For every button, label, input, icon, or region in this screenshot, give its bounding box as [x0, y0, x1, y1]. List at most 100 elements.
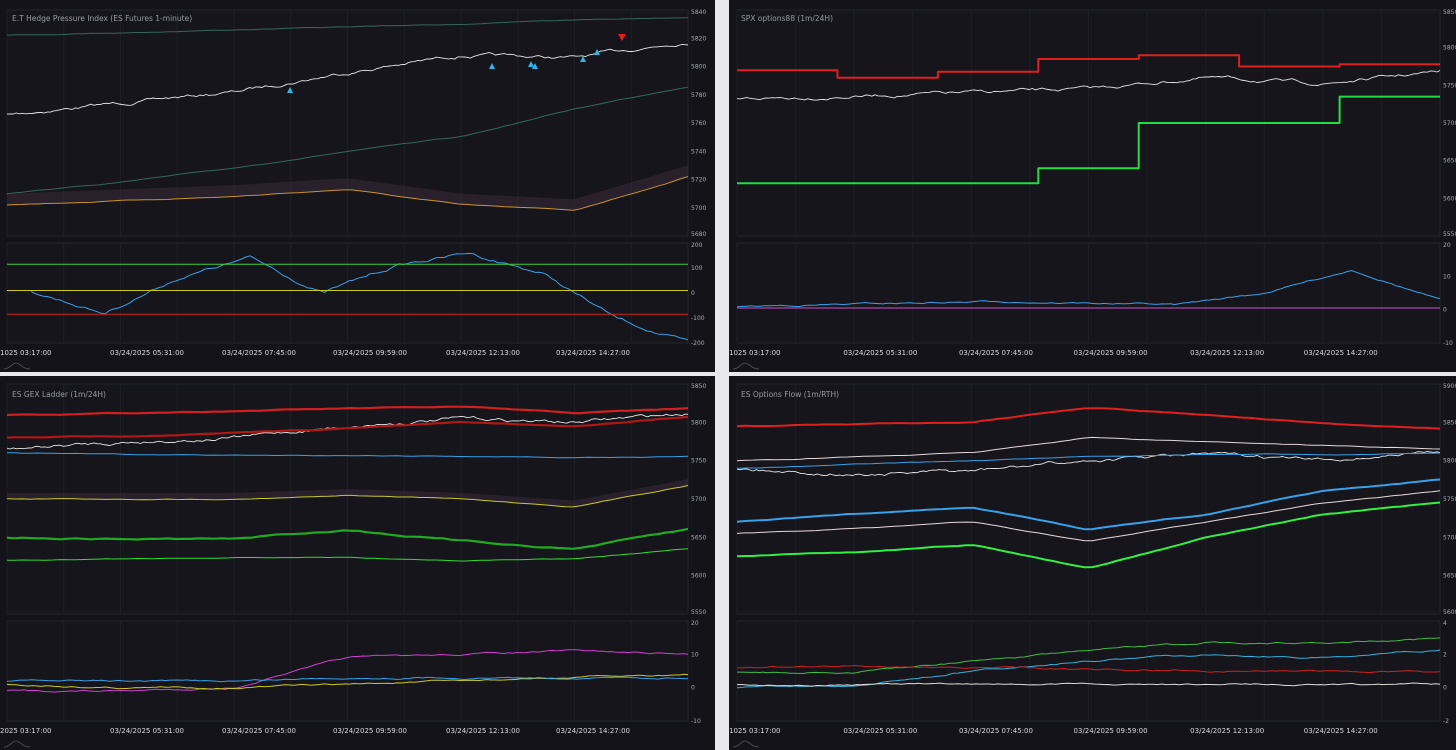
x-time-label: 1025 03:17:00	[729, 349, 780, 357]
sub-y-tick-label: 0	[1443, 685, 1447, 692]
sub-y-tick-label: -200	[691, 340, 705, 347]
sub-y-tick-label: 2	[1443, 651, 1447, 658]
y-tick-label: 5750	[1443, 82, 1456, 89]
x-time-label: 03/24/2025 07:45:00	[959, 349, 1033, 357]
series-line	[737, 95, 1440, 185]
sub-y-tick-label: 200	[691, 242, 703, 249]
y-tick-label: 5600	[691, 573, 706, 580]
chart-svg: 5850 5800 5750 5700 5650 5600 5550 20 10 0 -10 2025…	[0, 383, 706, 748]
sub-y-tick-label: 4	[1443, 620, 1447, 627]
y-tick-label: 5850	[1443, 419, 1456, 426]
sub-y-tick-label: 20	[1443, 242, 1451, 249]
y-tick-label: 5900	[1443, 383, 1456, 390]
sub-y-tick-label: 10	[1443, 273, 1451, 280]
hedge-pressure-panel: 5840 5820 5800 5780 5760 5740 5720 5700 5680 200 1…	[0, 0, 715, 372]
y-tick-label: 5550	[1443, 231, 1456, 238]
y-tick-label: 5650	[1443, 158, 1456, 165]
series-line	[736, 70, 1441, 101]
es-gex-ladder-panel: 5850 5800 5750 5700 5650 5600 5550 20 10 0 -10 2025…	[0, 376, 715, 750]
series-line	[6, 176, 689, 211]
sub-y-tick-label: 0	[1443, 307, 1447, 314]
x-time-label: 03/24/2025 09:59:00	[1074, 349, 1148, 357]
series-line	[736, 451, 1441, 477]
series-line	[6, 527, 689, 550]
sub-y-tick-label: 100	[691, 265, 703, 272]
sub-y-tick-label: -100	[691, 315, 705, 322]
x-time-label: 03/24/2025 14:27:00	[556, 349, 630, 357]
x-time-label: 03/24/2025 09:59:00	[333, 727, 407, 735]
y-tick-label: 5600	[1443, 609, 1456, 616]
sub-series-line	[6, 673, 689, 690]
series-line	[736, 478, 1441, 531]
x-time-label: 03/24/2025 14:27:00	[1304, 727, 1378, 735]
sub-y-tick-label: -10	[691, 718, 701, 725]
y-tick-label: 5700	[1443, 120, 1456, 127]
series-line	[6, 548, 689, 562]
y-tick-label: 5820	[691, 35, 706, 42]
x-time-label: 03/24/2025 09:59:00	[333, 349, 407, 357]
logo-icon	[732, 362, 760, 370]
y-tick-label: 5800	[1443, 45, 1456, 52]
x-time-label: 03/24/2025 14:27:00	[556, 727, 630, 735]
sub-y-tick-label: 20	[691, 620, 699, 627]
es-options-flow-panel: 5900 5850 5800 5750 5700 5650 5600 4 2 0 -2 1025 03…	[729, 376, 1456, 750]
x-time-label: 03/24/2025 07:45:00	[222, 349, 296, 357]
x-time-label: 03/24/2025 05:31:00	[843, 349, 917, 357]
x-time-label: 03/24/2025 12:13:00	[1190, 349, 1264, 357]
sub-y-tick-label: -10	[1443, 340, 1453, 347]
y-tick-label: 5740	[691, 148, 706, 155]
series-line	[6, 452, 689, 459]
series-line	[6, 86, 689, 195]
series-line	[6, 415, 689, 439]
buy-marker-icon	[287, 87, 293, 93]
sub-series-line	[736, 649, 1441, 689]
range-band	[7, 165, 688, 211]
sub-series-line	[736, 682, 1441, 687]
x-time-label: 03/24/2025 07:45:00	[959, 727, 1033, 735]
series-line	[736, 407, 1441, 430]
sub-y-tick-label: -2	[1443, 718, 1449, 725]
y-tick-label: 5700	[1443, 534, 1456, 541]
y-tick-label: 5650	[1443, 573, 1456, 580]
y-tick-label: 5840	[691, 9, 706, 16]
y-tick-label: 5780	[691, 92, 706, 99]
series-line	[6, 44, 689, 115]
sub-series-line	[6, 649, 689, 693]
series-line	[6, 17, 689, 36]
vertical-divider[interactable]	[715, 0, 729, 750]
y-tick-label: 5850	[1443, 9, 1456, 16]
chart-svg: 5850 5800 5750 5700 5650 5600 5550 20 10 0 -10 1025…	[729, 9, 1456, 370]
sub-y-tick-label: 0	[691, 685, 695, 692]
buy-marker-icon	[489, 63, 495, 69]
x-time-label: 03/24/2025 12:13:00	[446, 349, 520, 357]
y-tick-label: 5680	[691, 231, 706, 238]
x-time-label: 03/24/2025 12:13:00	[1190, 727, 1264, 735]
y-tick-label: 5800	[1443, 458, 1456, 465]
panel-title: ES GEX Ladder (1m/24H)	[12, 390, 106, 399]
y-tick-label: 5760	[691, 120, 706, 127]
y-tick-label: 5750	[691, 458, 706, 465]
y-tick-label: 5650	[691, 534, 706, 541]
x-time-label: 1025 03:17:00	[0, 349, 51, 357]
panel-title: E.T Hedge Pressure Index (ES Futures 1-m…	[12, 14, 193, 23]
buy-marker-icon	[528, 61, 534, 67]
x-time-label: 1025 03:17:00	[729, 727, 780, 735]
series-line	[736, 452, 1441, 469]
y-tick-label: 5700	[691, 496, 706, 503]
sub-series-line	[737, 637, 1441, 674]
x-time-label: 03/24/2025 12:13:00	[446, 727, 520, 735]
chart-svg: 5840 5820 5800 5780 5760 5740 5720 5700 5680 200 1…	[0, 9, 706, 370]
series-line	[736, 436, 1441, 462]
y-tick-label: 5550	[691, 609, 706, 616]
sub-series-line	[736, 270, 1441, 308]
chart-svg: 5900 5850 5800 5750 5700 5650 5600 4 2 0 -2 1025 03…	[729, 383, 1456, 748]
x-time-label: 03/24/2025 05:31:00	[843, 727, 917, 735]
sub-y-tick-label: 0	[691, 290, 695, 297]
spx-options88-panel: 5850 5800 5750 5700 5650 5600 5550 20 10 0 -10 1025…	[729, 0, 1456, 372]
x-time-label: 03/24/2025 09:59:00	[1074, 727, 1148, 735]
buy-marker-icon	[594, 49, 600, 55]
buy-marker-icon	[580, 56, 586, 62]
series-line	[737, 54, 1440, 79]
series-line	[736, 501, 1441, 569]
sub-series-line	[6, 676, 688, 683]
